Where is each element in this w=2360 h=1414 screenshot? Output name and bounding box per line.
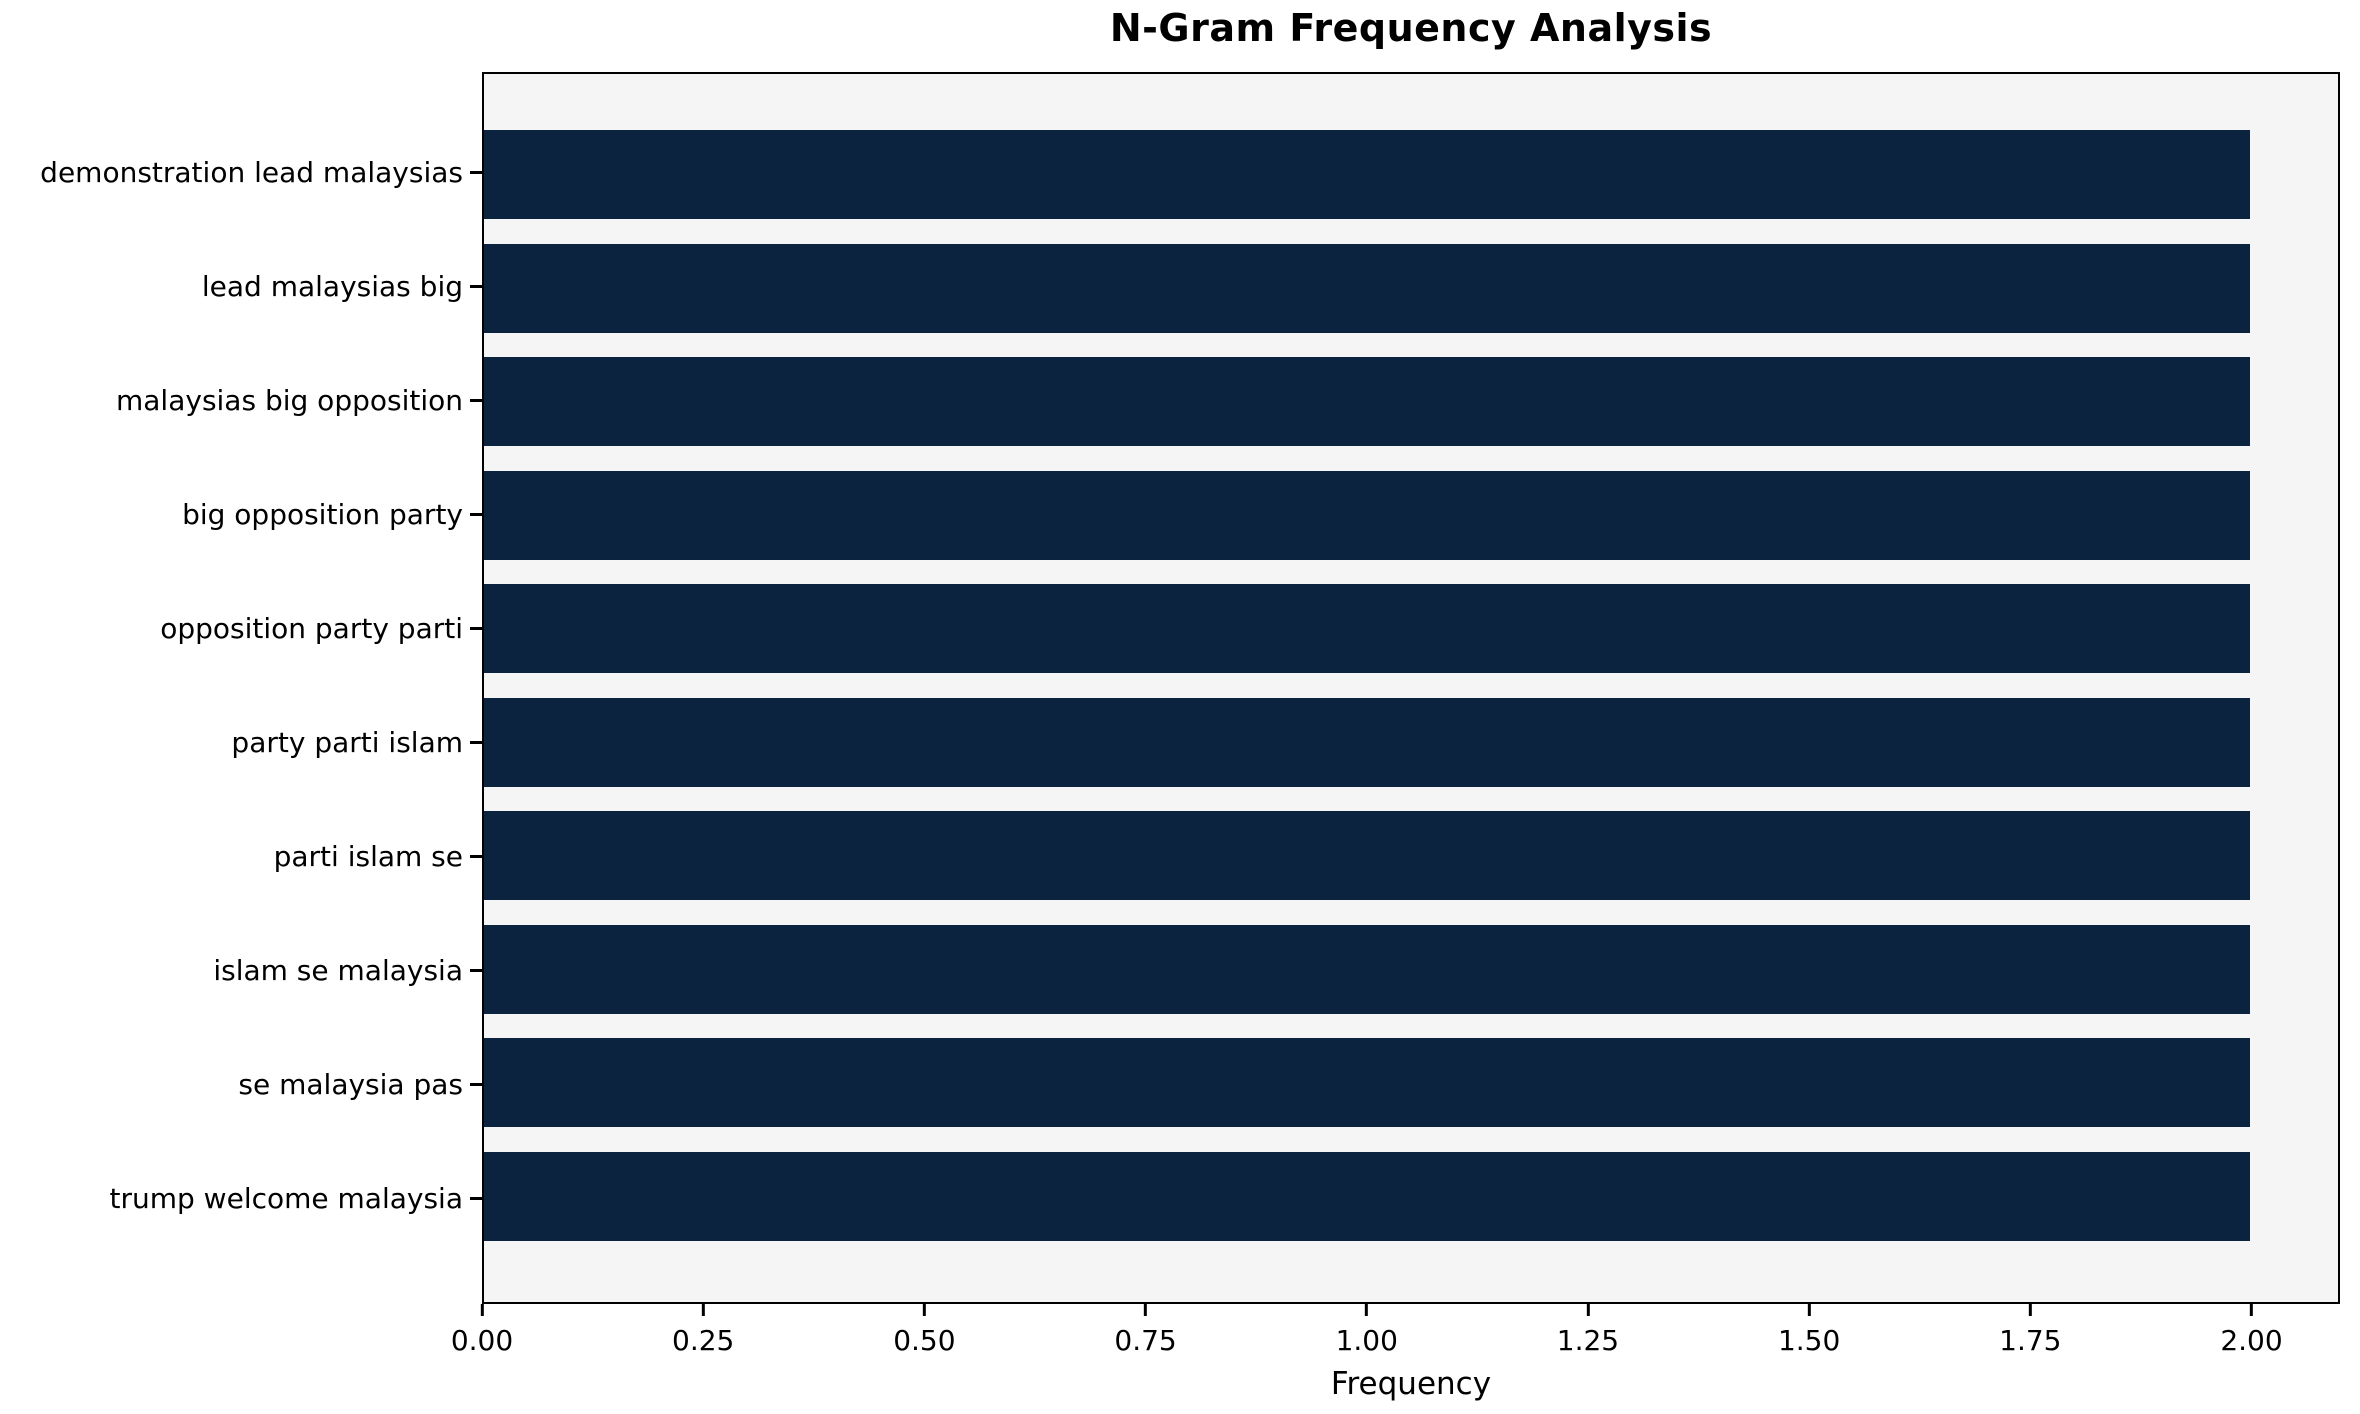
- x-tick: 2.00: [2220, 1304, 2283, 1357]
- x-tick-mark: [1807, 1304, 1811, 1316]
- x-tick-label: 0.75: [1114, 1324, 1177, 1357]
- x-tick-label: 1.00: [1335, 1324, 1398, 1357]
- x-tick-mark: [2028, 1304, 2032, 1316]
- x-tick: 0.50: [893, 1304, 956, 1357]
- bar: [484, 130, 2250, 219]
- x-tick-label: 2.00: [2220, 1324, 2283, 1357]
- x-tick: 0.75: [1114, 1304, 1177, 1357]
- bar: [484, 924, 2250, 1014]
- y-axis: demonstration lead malaysias lead malaysi…: [0, 72, 482, 1304]
- x-axis: 0.00 0.25 0.50 0.75 1.00 1.25 1.50 1.75 2.00: [451, 1304, 2340, 1374]
- y-tick-label: party parti islam: [231, 726, 463, 759]
- bar: [484, 1038, 2250, 1128]
- y-tick-mark: [470, 399, 482, 402]
- bar: [484, 470, 2250, 560]
- y-tick-row: big opposition party: [0, 470, 482, 559]
- x-tick-mark: [1144, 1304, 1148, 1316]
- y-tick-row: se malaysia pas: [0, 1040, 482, 1129]
- y-tick-mark: [470, 627, 482, 630]
- plot-area: [482, 72, 2340, 1304]
- x-tick-label: 1.25: [1556, 1324, 1620, 1357]
- y-tick-row: trump welcome malaysia: [0, 1154, 482, 1243]
- x-tick-label: 1.75: [1999, 1324, 2062, 1357]
- x-tick: 0.25: [672, 1304, 734, 1357]
- x-tick-label: 0.50: [893, 1324, 956, 1357]
- y-tick-label: trump welcome malaysia: [109, 1182, 464, 1215]
- y-tick-row: opposition party parti: [0, 584, 482, 673]
- y-tick-row: malaysias big opposition: [0, 356, 482, 445]
- bar: [484, 243, 2250, 333]
- x-tick: 1.75: [1999, 1304, 2062, 1357]
- y-tick-label: malaysias big opposition: [116, 384, 463, 417]
- y-tick-mark: [470, 969, 482, 972]
- y-tick-label: demonstration lead malaysias: [40, 156, 463, 189]
- x-tick-label: 1.50: [1777, 1324, 1841, 1357]
- x-tick: 1.00: [1336, 1304, 1398, 1357]
- x-tick: 1.25: [1557, 1304, 1619, 1357]
- y-tick-label: islam se malaysia: [213, 954, 463, 987]
- bar: [484, 697, 2250, 787]
- x-tick-mark: [480, 1304, 484, 1316]
- y-tick-label: lead malaysias big: [201, 270, 463, 303]
- y-tick-mark: [470, 855, 482, 858]
- bar: [484, 357, 2250, 447]
- y-tick-mark: [470, 171, 482, 174]
- x-tick: 0.00: [451, 1304, 513, 1357]
- y-tick-label: parti islam se: [273, 840, 463, 873]
- y-tick-row: parti islam se: [0, 812, 482, 901]
- y-tick-row: lead malaysias big: [0, 242, 482, 331]
- y-tick-mark: [470, 1083, 482, 1086]
- x-axis-title: Frequency: [1330, 1366, 1492, 1402]
- y-tick-row: demonstration lead malaysias: [0, 128, 482, 217]
- bar: [484, 584, 2250, 674]
- x-tick-mark: [1365, 1304, 1369, 1316]
- y-tick-label: opposition party parti: [160, 612, 463, 645]
- y-tick-mark: [470, 513, 482, 516]
- x-tick-mark: [2250, 1304, 2254, 1316]
- chart-title: N-Gram Frequency Analysis: [1109, 6, 1713, 50]
- x-tick-mark: [1586, 1304, 1590, 1316]
- y-tick-row: party parti islam: [0, 698, 482, 787]
- x-tick: 1.50: [1778, 1304, 1840, 1357]
- bar: [484, 1151, 2250, 1241]
- y-tick-mark: [470, 285, 482, 288]
- x-tick-mark: [922, 1304, 926, 1316]
- x-tick-mark: [701, 1304, 705, 1316]
- y-tick-mark: [470, 741, 482, 744]
- x-tick-label: 0.25: [672, 1324, 735, 1357]
- bar: [484, 811, 2250, 901]
- y-tick-label: se malaysia pas: [238, 1068, 463, 1101]
- y-tick-row: islam se malaysia: [0, 926, 482, 1015]
- x-tick-label: 0.00: [450, 1324, 514, 1357]
- y-tick-mark: [470, 1197, 482, 1200]
- y-tick-label: big opposition party: [182, 498, 463, 531]
